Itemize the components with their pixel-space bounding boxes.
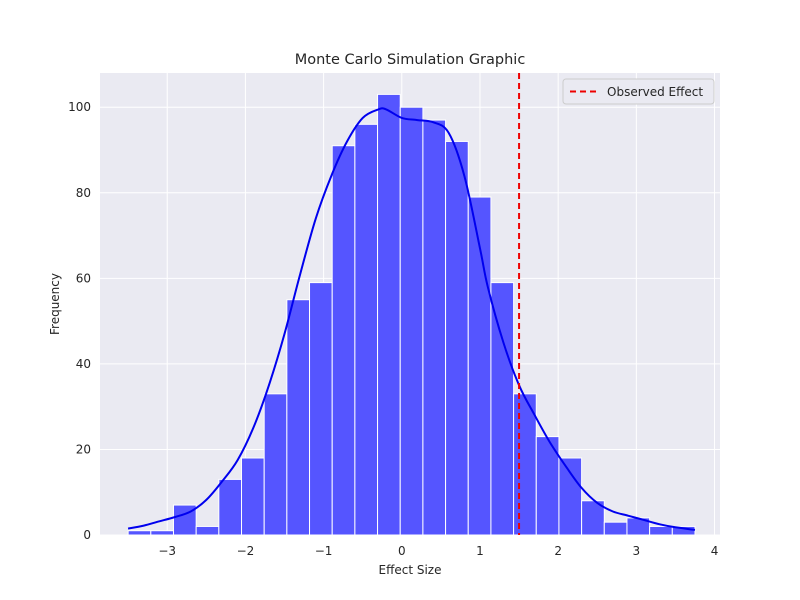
x-tick-label: −1 <box>315 544 333 558</box>
x-tick-label: 1 <box>476 544 484 558</box>
histogram-bar <box>490 282 515 536</box>
histogram-bar <box>649 525 673 536</box>
histogram-bar <box>377 93 401 536</box>
histogram-bar <box>331 145 356 536</box>
y-tick-label: 20 <box>76 442 91 456</box>
histogram-bar <box>195 525 220 536</box>
legend-observed-effect-label: Observed Effect <box>607 85 703 99</box>
histogram-bars <box>127 93 696 536</box>
histogram-bar <box>218 478 243 536</box>
y-axis-label: Frequency <box>48 273 62 335</box>
histogram-bar <box>263 393 288 536</box>
histogram-bar <box>309 282 333 536</box>
histogram-bar <box>241 457 265 536</box>
histogram-bar <box>603 521 628 536</box>
histogram-bar <box>422 119 447 536</box>
x-tick-label: 0 <box>398 544 406 558</box>
histogram-bar <box>399 106 424 536</box>
y-tick-label: 0 <box>83 528 91 542</box>
x-axis-label: Effect Size <box>379 563 442 577</box>
histogram-bar <box>558 457 583 536</box>
x-tick-label: −2 <box>237 544 255 558</box>
histogram-bar <box>581 500 605 536</box>
histogram-bar <box>286 299 311 536</box>
x-tick-label: 2 <box>554 544 562 558</box>
y-tick-label: 40 <box>76 357 91 371</box>
histogram-bar <box>513 393 537 536</box>
y-tick-label: 100 <box>68 100 91 114</box>
legend: Observed Effect <box>562 78 715 105</box>
x-tick-label: −3 <box>158 544 176 558</box>
chart-title: Monte Carlo Simulation Graphic <box>295 52 526 68</box>
y-tick-label: 80 <box>76 186 91 200</box>
histogram-bar <box>671 525 696 536</box>
x-tick-label: 3 <box>633 544 641 558</box>
histogram-bar <box>150 530 174 536</box>
x-axis-ticks: −3 −2 −1 0 1 2 3 4 <box>158 544 718 558</box>
legend-box <box>562 78 715 105</box>
x-tick-label: 4 <box>711 544 719 558</box>
histogram-bar <box>127 530 152 536</box>
histogram-bar <box>445 140 469 536</box>
kde-curve <box>127 107 696 531</box>
y-axis-ticks: 0 20 40 60 80 100 <box>68 100 91 542</box>
y-tick-label: 60 <box>76 271 91 285</box>
histogram-bar <box>354 123 379 536</box>
